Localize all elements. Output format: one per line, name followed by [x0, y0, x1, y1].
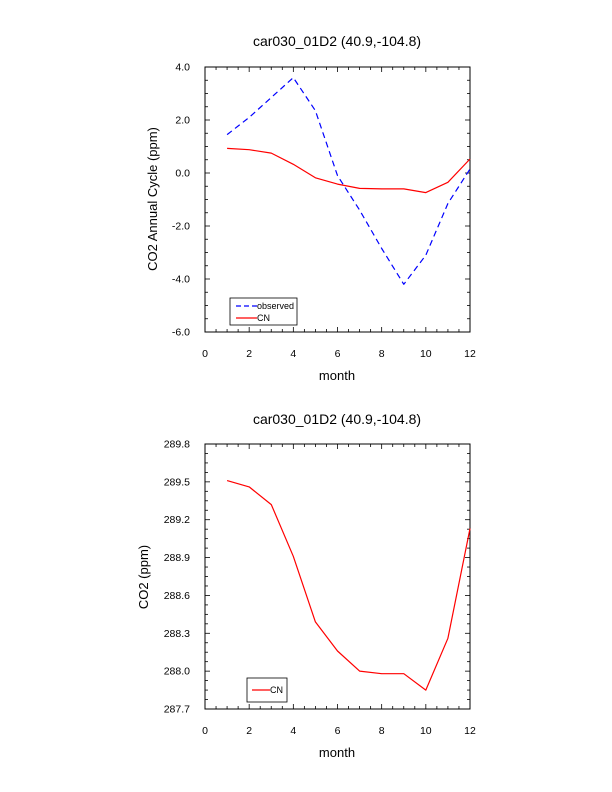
- series-layer: [226, 480, 471, 691]
- x-tick-label: 12: [464, 348, 476, 360]
- annual-cycle-chart: car030_01D2 (40.9,-104.8) 0 2 4 6 8 10 1…: [145, 33, 476, 383]
- series-line-cn: [226, 480, 471, 691]
- x-tick-label: 2: [246, 725, 252, 737]
- y-tick-label: 288.0: [164, 666, 190, 678]
- y-tick-label: 289.5: [164, 476, 190, 488]
- y-tick-label: 288.9: [164, 552, 190, 564]
- x-tick-label: 0: [202, 725, 208, 737]
- co2-chart: car030_01D2 (40.9,-104.8) 0 2 4 6 8 10 1…: [136, 411, 476, 760]
- series-line-observed: [226, 76, 471, 285]
- legend: CN: [246, 677, 288, 703]
- legend: observed CN: [229, 297, 298, 326]
- axis-ticks: [204, 66, 471, 333]
- x-tick-label: 2: [246, 348, 252, 360]
- y-axis-label: CO2 (ppm): [136, 545, 151, 609]
- legend-label-cn: CN: [270, 685, 283, 695]
- series-line-cn: [227, 147, 471, 194]
- y-tick-label: -2.0: [172, 221, 190, 233]
- y-tick-label: 288.3: [164, 628, 190, 640]
- y-tick-label: 4.0: [175, 62, 190, 74]
- x-tick-label: 10: [420, 725, 432, 737]
- legend-label-observed: observed: [257, 301, 294, 311]
- y-tick-label: 2.0: [175, 115, 190, 127]
- legend-box: [229, 297, 298, 326]
- x-tick-label: 4: [290, 725, 296, 737]
- x-tick-label: 8: [379, 348, 385, 360]
- y-tick-label: -4.0: [172, 274, 190, 286]
- plot-frame: [204, 66, 471, 333]
- x-axis-label: month: [319, 745, 355, 760]
- x-tick-label: 6: [335, 725, 341, 737]
- y-tick-label: -6.0: [172, 327, 190, 339]
- y-tick-label: 0.0: [175, 168, 190, 180]
- plot-frame: [204, 443, 471, 710]
- y-tick-label: 287.7: [164, 704, 190, 716]
- x-tick-label: 12: [464, 725, 476, 737]
- y-tick-label: 288.6: [164, 590, 190, 602]
- chart-title: car030_01D2 (40.9,-104.8): [253, 33, 421, 49]
- legend-label-cn: CN: [257, 313, 270, 323]
- series-layer: [226, 76, 471, 285]
- x-tick-label: 6: [335, 348, 341, 360]
- x-tick-label: 4: [290, 348, 296, 360]
- chart-title: car030_01D2 (40.9,-104.8): [253, 411, 421, 427]
- y-tick-label: 289.2: [164, 514, 190, 526]
- y-tick-label: 289.8: [164, 439, 190, 451]
- x-tick-label: 0: [202, 348, 208, 360]
- axis-ticks: [204, 443, 471, 710]
- x-axis-label: month: [319, 368, 355, 383]
- x-tick-label: 8: [379, 725, 385, 737]
- x-tick-label: 10: [420, 348, 432, 360]
- y-axis-label: CO2 Annual Cycle (ppm): [145, 127, 160, 271]
